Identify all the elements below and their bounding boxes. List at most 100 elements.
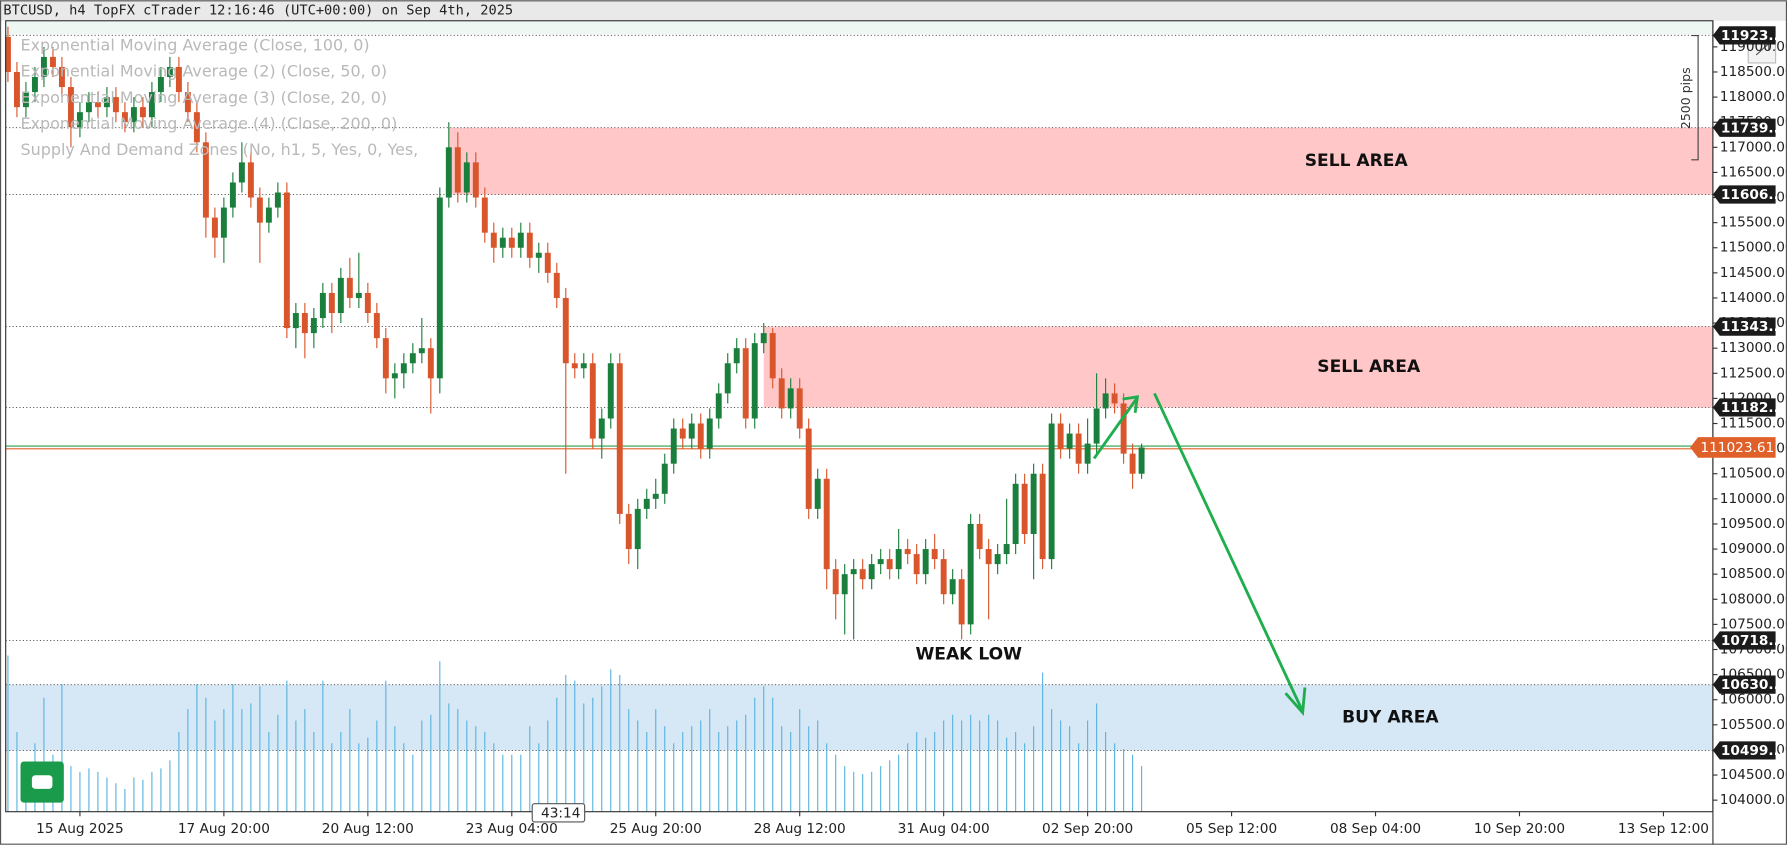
candle-body	[1048, 423, 1055, 560]
candle-body	[1012, 483, 1019, 545]
candle-body	[913, 554, 920, 575]
candle-body	[949, 579, 956, 595]
candle-body	[697, 423, 704, 449]
y-tick-label: 114500.00	[1720, 265, 1787, 281]
candle-body	[760, 333, 767, 344]
candle-body	[832, 569, 839, 595]
candle-body	[742, 348, 749, 419]
zone-label: BUY AREA	[1342, 708, 1439, 728]
candle-body	[220, 207, 227, 238]
candle-body	[283, 192, 290, 329]
level-tag-label: 11182...	[1721, 400, 1784, 416]
x-tick-label: 10 Sep 20:00	[1474, 821, 1565, 837]
candle-body	[787, 388, 794, 409]
level-tag-label: 10499...	[1721, 743, 1784, 759]
level-tag-label: 10630...	[1721, 677, 1784, 693]
candle-body	[535, 252, 542, 258]
indicator-label: Supply And Demand Zones (No, h1, 5, Yes,…	[21, 140, 419, 159]
candle-body	[796, 388, 803, 429]
candle-body	[400, 363, 407, 374]
candle-body	[130, 107, 137, 123]
level-tag-label: 11343...	[1721, 319, 1784, 335]
candle-body	[670, 428, 677, 464]
x-tick-label: 23 Aug 04:00	[466, 821, 558, 837]
candle-body	[409, 353, 416, 364]
zone-label: SELL AREA	[1317, 357, 1421, 377]
top-strip	[5, 20, 1713, 35]
header-bar	[0, 0, 1787, 21]
arrow-up	[1092, 398, 1138, 460]
candle-body	[886, 559, 893, 570]
candle-body	[508, 237, 515, 248]
candle-body	[1111, 393, 1118, 404]
candle-body	[256, 197, 263, 223]
candle-body	[490, 232, 497, 248]
indicator-label: Exponential Moving Average (Close, 100, …	[21, 35, 370, 54]
level-tag	[1712, 398, 1776, 417]
y-tick-label: 109500.00	[1720, 516, 1787, 532]
candle-body	[733, 348, 740, 364]
price-tag-label: 111023.61	[1700, 440, 1774, 456]
candle-body	[724, 363, 731, 394]
candle-body	[481, 197, 488, 233]
candle-body	[418, 348, 425, 354]
candle-body	[40, 56, 47, 78]
y-tick-label: 115000.00	[1720, 240, 1787, 256]
countdown-box	[531, 803, 586, 823]
candle-body	[877, 559, 884, 565]
candle-body	[580, 363, 587, 369]
candle-body	[373, 313, 380, 339]
arrow-down	[1153, 392, 1304, 713]
candle-body	[526, 232, 533, 258]
candle-body	[193, 112, 200, 143]
candle-body	[841, 574, 848, 595]
candle-body	[337, 277, 344, 314]
level-tag-label: 11606...	[1721, 187, 1784, 203]
level-tag-label: 11739...	[1721, 120, 1784, 136]
candle-body	[1084, 443, 1091, 464]
candle-body	[112, 97, 119, 113]
countdown: 43:14	[541, 805, 580, 821]
x-tick-label: 05 Sep 12:00	[1186, 821, 1277, 837]
level-tag	[1712, 185, 1776, 204]
arrow-head	[1122, 395, 1140, 414]
candle-body	[940, 559, 947, 595]
arrows	[1092, 392, 1307, 716]
zone	[448, 127, 1713, 195]
candle-body	[616, 363, 623, 514]
candle-body	[364, 292, 371, 314]
arrow-head	[1284, 687, 1307, 716]
candle-body	[931, 549, 938, 560]
candle-body	[4, 36, 11, 72]
candle-body	[643, 498, 650, 509]
y-tick-label: 111500.00	[1720, 416, 1787, 432]
candle-body	[76, 112, 83, 128]
y-tick-label: 110500.00	[1720, 466, 1787, 482]
candle-body	[553, 272, 560, 298]
x-tick-label: 25 Aug 20:00	[610, 821, 702, 837]
candle-body	[976, 523, 983, 550]
y-tick-label: 108000.00	[1720, 591, 1787, 607]
level-tag-label: 11923...	[1721, 28, 1784, 44]
bot-icon	[31, 775, 53, 789]
candle-body	[958, 579, 965, 625]
candle-body	[895, 549, 902, 570]
y-tick-label: 106000.00	[1720, 692, 1787, 708]
candle-body	[661, 463, 668, 494]
y-tick-label: 114000.00	[1720, 290, 1787, 306]
level-tag	[1712, 26, 1776, 45]
candle-body	[499, 237, 506, 248]
level-tag	[1712, 741, 1776, 760]
candle-body	[319, 292, 326, 319]
candle-body	[778, 378, 785, 409]
y-tick-label: 117000.00	[1720, 139, 1787, 155]
candle-body	[346, 277, 353, 298]
levels	[5, 34, 1713, 751]
x-tick-label: 31 Aug 04:00	[898, 821, 990, 837]
zone-label: SELL AREA	[1305, 151, 1409, 171]
candle-body	[1030, 473, 1037, 534]
candle-body	[67, 87, 74, 128]
candle-body	[904, 549, 911, 555]
candle-body	[1066, 433, 1073, 449]
